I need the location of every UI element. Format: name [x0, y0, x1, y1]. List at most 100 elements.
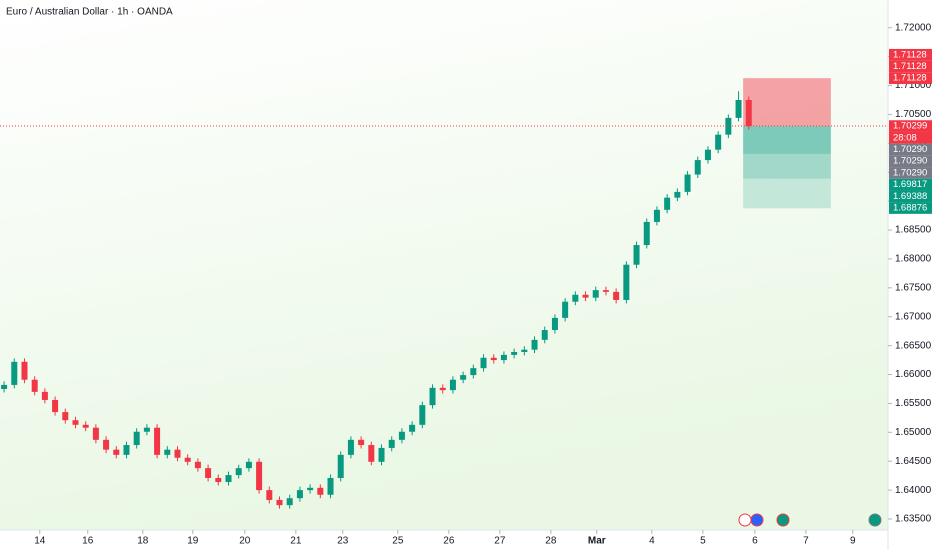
price-badge-label: 1.71128 [893, 49, 927, 60]
candle-body [562, 301, 569, 318]
candle-body [531, 339, 538, 350]
event-icons [738, 513, 882, 527]
candle-body [368, 445, 375, 462]
candle-body [266, 490, 273, 500]
candle-body [613, 291, 620, 300]
x-tick-label: 27 [494, 536, 506, 547]
price-badge [889, 131, 932, 144]
candle-body [113, 449, 120, 455]
price-badge-label: 1.69817 [893, 179, 927, 190]
candle-body [623, 264, 630, 300]
candle-body [490, 357, 497, 361]
candle-body [21, 361, 28, 380]
candle-body [296, 490, 303, 499]
candle-body [439, 387, 446, 391]
x-tick-label: 26 [443, 536, 455, 547]
candle-body [572, 294, 579, 302]
y-tick-label: 1.70500 [895, 109, 932, 120]
candle-body [82, 424, 89, 428]
candle-body [174, 449, 181, 458]
price-badge-label: 1.68876 [893, 202, 927, 213]
price-badge [889, 60, 932, 73]
target-zone [743, 153, 831, 179]
y-tick-label: 1.66500 [895, 340, 932, 351]
candle-body [41, 391, 48, 400]
candle-body [194, 461, 201, 469]
x-tick-label: 7 [803, 536, 809, 547]
x-tick-label: 5 [700, 536, 706, 547]
candle-body [235, 468, 242, 476]
stop-zone [743, 78, 831, 127]
x-tick-label: 28 [545, 536, 557, 547]
candle-body [521, 349, 528, 352]
candle-body [1, 384, 8, 389]
plot [0, 78, 888, 509]
candle-body [256, 461, 263, 491]
candle-body [674, 191, 681, 198]
axes: 1.63500 1.64000 1.64500 1.65000 1.65500 1.660… [34, 22, 932, 547]
price-badge [889, 155, 932, 168]
candle-body [684, 174, 691, 192]
candle-body [103, 439, 110, 450]
candle-body [551, 317, 558, 331]
price-badge-label: 28:08 [893, 132, 917, 143]
x-tick-label: 23 [337, 536, 349, 547]
price-badge-label: 1.69388 [893, 191, 927, 202]
price-axis [888, 0, 932, 550]
candle-body [337, 454, 344, 478]
price-badge-label: 1.71128 [893, 73, 927, 84]
candle-body [715, 134, 722, 150]
price-badge [889, 72, 932, 85]
candle-body [164, 449, 171, 455]
price-badge-label: 1.70299 [893, 121, 927, 132]
candle-body [205, 468, 212, 478]
x-tick-label: 9 [850, 536, 856, 547]
price-badge [889, 143, 932, 156]
candle-body [215, 477, 222, 483]
y-tick-label: 1.68000 [895, 254, 932, 265]
x-tick-label: 18 [137, 536, 149, 547]
chart-title: Euro / Australian Dollar · 1h · OANDA [6, 7, 173, 18]
candle-body [541, 330, 548, 340]
price-badge [889, 190, 932, 203]
candle-body [133, 431, 140, 446]
y-tick-label: 1.71000 [895, 80, 932, 91]
y-tick-label: 1.64000 [895, 485, 932, 496]
event-icon [738, 513, 752, 527]
candle-body [398, 431, 405, 440]
candle-body [317, 487, 324, 495]
candle-body [123, 445, 130, 455]
candle-body [500, 354, 507, 361]
y-tick-label: 1.64500 [895, 456, 932, 467]
x-tick-label: 4 [649, 536, 655, 547]
candle-body [511, 351, 518, 355]
candle-body [409, 424, 416, 432]
candle-body [429, 387, 436, 406]
candle-body [245, 461, 252, 469]
candle-body [11, 361, 18, 385]
event-icon [750, 513, 764, 527]
price-badge-label: 1.70290 [893, 156, 927, 167]
candle-body [470, 368, 477, 376]
candle-body [276, 499, 283, 506]
y-tick-label: 1.65500 [895, 398, 932, 409]
y-tick-label: 1.67000 [895, 311, 932, 322]
candle-body [643, 221, 650, 246]
candle-body [664, 197, 671, 210]
candle-body [52, 399, 59, 413]
candle-body [735, 99, 742, 118]
y-tick-label: 1.67500 [895, 282, 932, 293]
candle-body [653, 209, 660, 222]
candle-body [725, 117, 732, 135]
x-tick-label: 20 [239, 536, 251, 547]
price-badge [889, 48, 932, 61]
y-tick-label: 1.66000 [895, 369, 932, 380]
candle-body [449, 379, 456, 391]
y-tick-label: 1.63500 [895, 514, 932, 525]
candle-body [347, 439, 354, 455]
event-icon [868, 513, 882, 527]
price-badge-label: 1.70290 [893, 167, 927, 178]
x-tick-label: 19 [187, 536, 199, 547]
candle-body [358, 439, 365, 446]
candle-body [62, 412, 69, 421]
